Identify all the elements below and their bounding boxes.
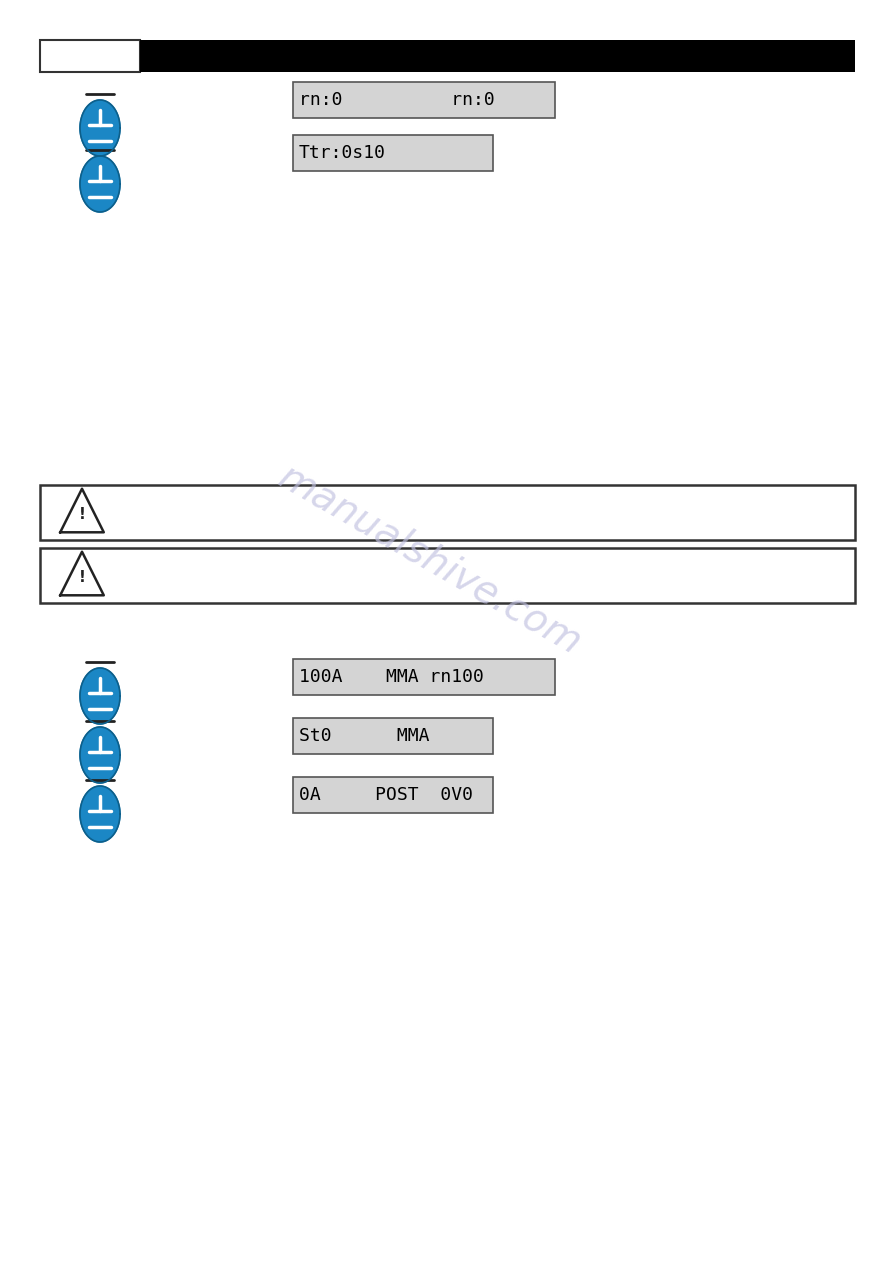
Bar [293, 717, 493, 754]
Text: Ttr:0s10: Ttr:0s10 [299, 144, 386, 162]
Polygon shape [60, 552, 104, 595]
Text: !: ! [79, 506, 86, 522]
Text: 0A     POST  0V0: 0A POST 0V0 [299, 786, 473, 805]
Bar [140, 40, 855, 72]
Polygon shape [80, 157, 120, 212]
Text: 100A    MMA rn100: 100A MMA rn100 [299, 668, 484, 686]
Polygon shape [80, 668, 120, 724]
Text: St0      MMA: St0 MMA [299, 727, 430, 745]
Bar [293, 82, 555, 117]
Polygon shape [80, 727, 120, 783]
Bar [293, 777, 493, 813]
Bar [40, 548, 855, 602]
Polygon shape [60, 489, 104, 532]
Bar [40, 40, 140, 72]
Text: manualshive.com: manualshive.com [271, 457, 588, 662]
Text: !: ! [79, 570, 86, 585]
Polygon shape [80, 100, 120, 157]
Polygon shape [80, 786, 120, 842]
Bar [293, 659, 555, 695]
Bar [293, 135, 493, 171]
Bar [40, 485, 855, 541]
Text: rn:0          rn:0: rn:0 rn:0 [299, 91, 495, 109]
